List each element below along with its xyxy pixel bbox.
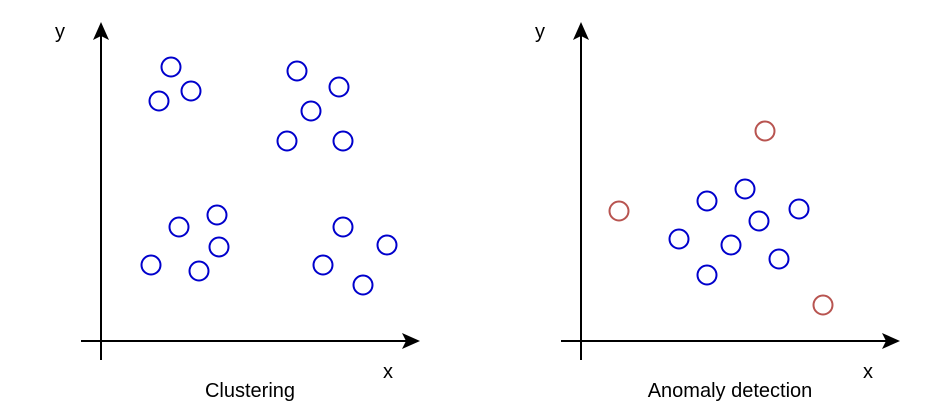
clustering-normal-point-3 (148, 90, 170, 112)
clustering-panel: y x Clustering (55, 21, 420, 402)
anomaly-normal-point-5 (668, 228, 690, 250)
clustering-normal-point-13 (188, 260, 210, 282)
clustering-normal-point-16 (312, 254, 334, 276)
anomaly-panel: y x Anomaly detection (535, 21, 900, 402)
anomaly-x-label: x (863, 361, 873, 383)
clustering-normal-point-15 (376, 234, 398, 256)
clustering-normal-point-2 (180, 80, 202, 102)
anomaly-normal-point-1 (734, 178, 756, 200)
clustering-normal-point-4 (286, 60, 308, 82)
anomaly-y-label: y (535, 21, 545, 43)
anomaly-normal-point-4 (748, 210, 770, 232)
anomaly-normal-point-7 (768, 248, 790, 270)
clustering-y-axis (93, 22, 109, 360)
clustering-x-label: x (383, 361, 393, 383)
clustering-normal-point-8 (332, 130, 354, 152)
anomaly-x-axis (561, 333, 900, 349)
anomaly-normal-point-6 (720, 234, 742, 256)
anomaly-normal-point-8 (696, 264, 718, 286)
clustering-points (140, 56, 398, 296)
clustering-normal-point-10 (168, 216, 190, 238)
clustering-normal-point-5 (328, 76, 350, 98)
clustering-normal-point-11 (208, 236, 230, 258)
anomaly-normal-point-3 (788, 198, 810, 220)
clustering-normal-point-14 (332, 216, 354, 238)
clustering-normal-point-17 (352, 274, 374, 296)
anomaly-y-axis (573, 22, 589, 360)
clustering-normal-point-7 (276, 130, 298, 152)
clustering-normal-point-9 (206, 204, 228, 226)
clustering-y-label: y (55, 21, 65, 43)
anomaly-anomaly-point-10 (608, 200, 630, 222)
clustering-normal-point-1 (160, 56, 182, 78)
anomaly-anomaly-point-9 (754, 120, 776, 142)
clustering-normal-point-12 (140, 254, 162, 276)
clustering-normal-point-6 (300, 100, 322, 122)
anomaly-normal-point-2 (696, 190, 718, 212)
anomaly-anomaly-point-11 (812, 294, 834, 316)
anomaly-points (608, 120, 834, 316)
clustering-x-axis (81, 333, 420, 349)
anomaly-title: Anomaly detection (648, 380, 813, 402)
clustering-title: Clustering (205, 380, 295, 402)
